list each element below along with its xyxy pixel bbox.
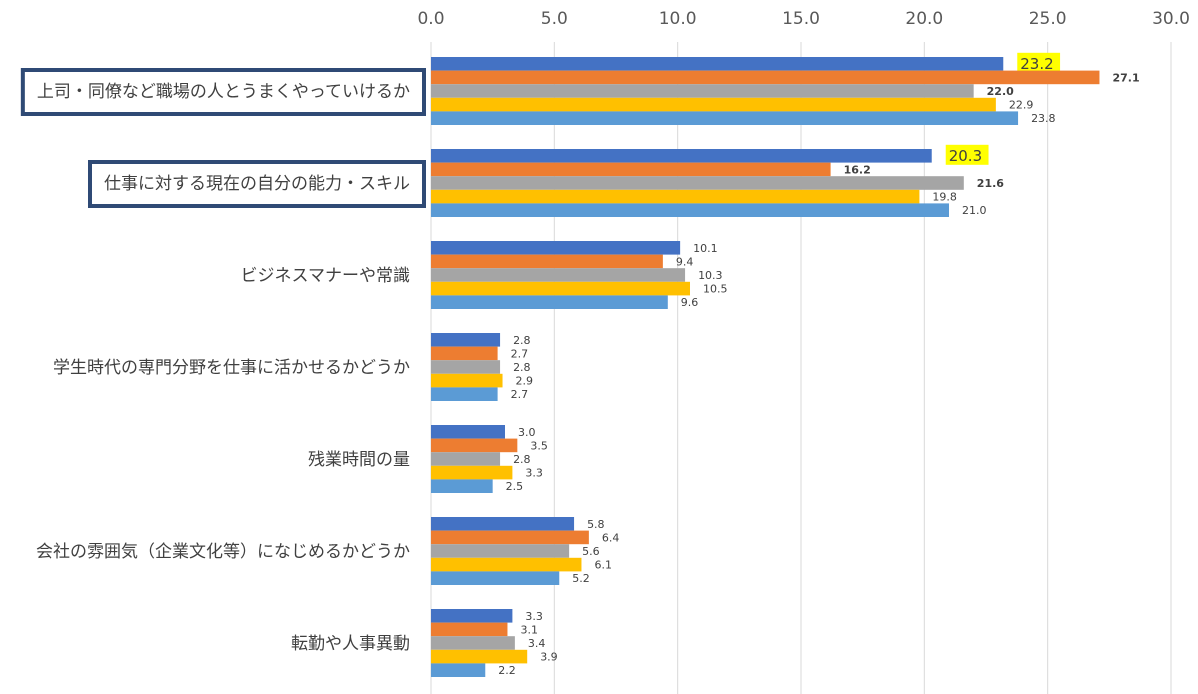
bar-series-2-cat-4: [431, 346, 498, 361]
data-label: 2.7: [511, 347, 528, 360]
bar-series-1-cat-3: [431, 241, 681, 255]
bar-series-2-cat-5: [431, 438, 518, 453]
data-label: 9.4: [676, 255, 694, 268]
data-label: 6.1: [594, 559, 612, 572]
bar-series-4-cat-7: [431, 649, 528, 664]
bar-series-4-cat-5: [431, 465, 513, 480]
bar-series-5-cat-5: [431, 479, 493, 493]
bar-series-4-cat-6: [431, 557, 582, 572]
bar-series-2-cat-1: [431, 70, 1100, 85]
x-axis-ticks: 0.0 5.0 10.0 15.0 20.0 25.0 30.0: [417, 9, 1189, 29]
x-tick-label: 15.0: [782, 9, 820, 29]
data-label: 10.3: [698, 269, 723, 282]
category-labels: 上司・同僚など職場の人とうまくやっていけるか仕事に対する現在の自分の能力・スキル…: [20, 68, 426, 654]
category-highlight-box: [88, 160, 426, 208]
data-label-highlight: [1017, 52, 1061, 73]
x-tick-label: 10.0: [659, 9, 697, 29]
data-label: 3.9: [540, 651, 558, 664]
bar-series-5-cat-6: [431, 571, 560, 585]
bar-series-3-cat-4: [431, 360, 501, 374]
data-label: 2.2: [498, 664, 516, 677]
category-label: 会社の雰囲気（企業文化等）になじめるかどうか: [36, 542, 410, 562]
bar-series-4-cat-4: [431, 373, 503, 388]
data-label: 22.0: [987, 85, 1014, 98]
data-label: 27.1: [1112, 71, 1139, 84]
data-label: 2.7: [511, 388, 528, 401]
data-label: 16.2: [844, 163, 871, 176]
data-label: 19.8: [932, 191, 957, 204]
bar-series-5-cat-7: [431, 663, 486, 677]
data-label-highlight: [945, 144, 989, 165]
bar-series-2-cat-6: [431, 530, 589, 545]
bar-series: 23.2 27.1 22.022.923.8 20.3 16.2 21.6 19.8 21.0…: [431, 52, 1140, 677]
bar-series-5-cat-4: [431, 387, 498, 401]
data-label: 2.8: [513, 453, 531, 466]
bar-series-1-cat-7: [431, 609, 513, 623]
data-label: 3.5: [530, 439, 548, 452]
category-label: 上司・同僚など職場の人とうまくやっていけるか: [37, 82, 410, 102]
x-tick-label: 0.0: [417, 9, 444, 29]
data-label: 5.6: [582, 545, 600, 558]
bar-series-2-cat-3: [431, 254, 663, 269]
bar-series-4-cat-2: [431, 189, 920, 204]
bar-series-1-cat-1: [431, 57, 1004, 71]
bar-series-1-cat-2: [431, 149, 932, 163]
x-tick-label: 30.0: [1152, 9, 1190, 29]
data-label: 2.8: [513, 361, 531, 374]
data-label: 23.2: [1020, 55, 1053, 73]
data-label: 3.4: [528, 637, 546, 650]
category-label: 残業時間の量: [308, 450, 410, 470]
bar-series-3-cat-7: [431, 636, 515, 650]
x-tick-label: 5.0: [541, 9, 568, 29]
data-label: 10.5: [703, 283, 728, 296]
category-label: 転勤や人事異動: [291, 634, 410, 654]
bar-series-1-cat-5: [431, 425, 505, 439]
data-label: 3.1: [520, 623, 538, 636]
data-label: 10.1: [693, 242, 718, 255]
data-label: 2.5: [506, 480, 523, 493]
data-label: 3.3: [525, 467, 543, 480]
category-highlight-box: [20, 68, 426, 116]
category-label: 仕事に対する現在の自分の能力・スキル: [104, 174, 410, 194]
data-label: 23.8: [1031, 112, 1056, 125]
data-label: 6.4: [602, 531, 620, 544]
bar-series-3-cat-6: [431, 544, 570, 558]
bar-series-5-cat-3: [431, 295, 668, 309]
data-label: 5.2: [572, 572, 590, 585]
data-label: 9.6: [681, 296, 699, 309]
bar-series-5-cat-2: [431, 203, 949, 217]
data-label: 21.0: [962, 204, 987, 217]
data-label: 3.0: [518, 426, 536, 439]
data-label: 5.8: [587, 518, 605, 531]
gridlines: [430, 42, 1172, 694]
x-tick-label: 25.0: [1029, 9, 1067, 29]
bar-series-3-cat-1: [431, 84, 974, 98]
x-tick-label: 20.0: [905, 9, 943, 29]
bar-series-1-cat-6: [431, 517, 575, 531]
bar-series-1-cat-4: [431, 333, 501, 347]
data-label: 22.9: [1009, 99, 1034, 112]
bar-series-3-cat-3: [431, 268, 686, 282]
bar-series-5-cat-1: [431, 111, 1019, 125]
data-label: 2.9: [516, 375, 534, 388]
category-label: ビジネスマナーや常識: [241, 266, 411, 286]
bar-series-3-cat-2: [431, 176, 964, 190]
category-label: 学生時代の専門分野を仕事に活かせるかどうか: [53, 358, 410, 378]
data-label: 3.3: [525, 610, 543, 623]
data-label: 20.3: [949, 147, 982, 165]
bar-series-2-cat-7: [431, 622, 508, 637]
bar-series-4-cat-1: [431, 97, 996, 112]
data-label: 21.6: [977, 177, 1004, 190]
data-label: 2.8: [513, 334, 531, 347]
bar-series-4-cat-3: [431, 281, 690, 296]
bar-series-3-cat-5: [431, 452, 501, 466]
bar-series-2-cat-2: [431, 162, 831, 177]
